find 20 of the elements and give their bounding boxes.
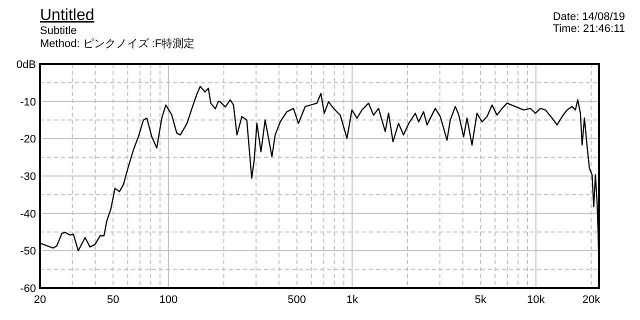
annotation: Time: 21:46:11 bbox=[552, 23, 625, 35]
x-tick-label: 5k bbox=[474, 294, 486, 306]
x-tick-label: 20 bbox=[34, 294, 46, 306]
y-tick-label: -60 bbox=[20, 283, 36, 295]
y-tick-label: 0dB bbox=[16, 59, 36, 71]
annotation: Date: 14/08/19 bbox=[552, 11, 625, 23]
y-tick-label: -40 bbox=[20, 208, 36, 220]
x-tick-label: 500 bbox=[288, 294, 306, 306]
y-tick-label: -10 bbox=[20, 96, 36, 108]
x-tick-label: 100 bbox=[159, 294, 178, 306]
title: Untitled bbox=[40, 7, 94, 24]
x-tick-label: 50 bbox=[107, 294, 120, 306]
y-tick-label: -20 bbox=[20, 134, 36, 146]
y-tick-label: -30 bbox=[20, 171, 36, 183]
x-tick-label: 10k bbox=[527, 294, 545, 306]
subtitle: Subtitle bbox=[40, 25, 77, 37]
x-tick-label: 20k bbox=[582, 294, 600, 306]
annotation: Method: ピンクノイズ :F特測定 bbox=[40, 38, 195, 50]
x-tick-label: 1k bbox=[346, 294, 358, 306]
y-tick-label: -50 bbox=[20, 246, 36, 258]
